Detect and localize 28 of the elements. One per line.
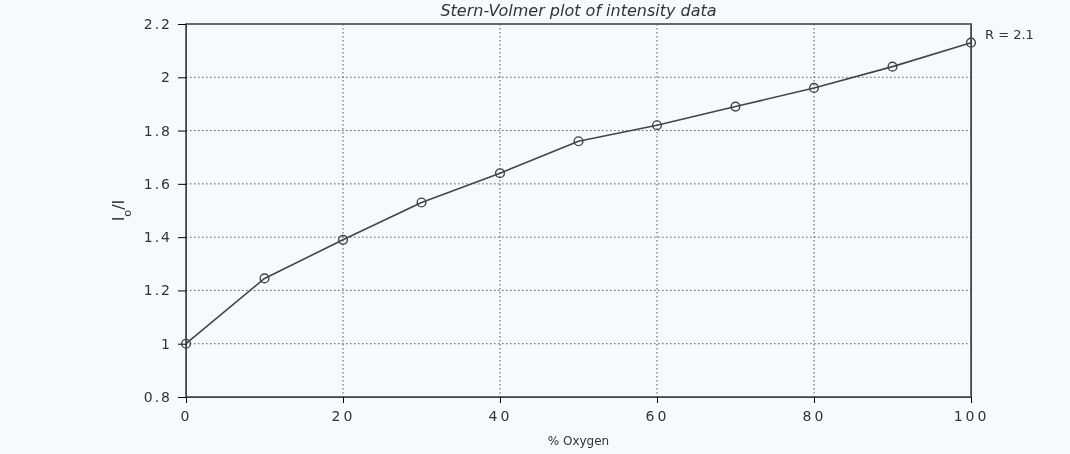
y-tick-label: 1.2 bbox=[143, 282, 172, 299]
x-tick-label: 60 bbox=[645, 407, 670, 424]
point bbox=[337, 234, 349, 245]
point bbox=[651, 120, 663, 131]
x-tick-label: 100 bbox=[953, 407, 990, 424]
point bbox=[573, 136, 584, 147]
point bbox=[494, 168, 506, 179]
point bbox=[180, 338, 192, 349]
y-tick-label: 2.2 bbox=[143, 15, 172, 32]
point bbox=[730, 101, 741, 112]
x-axis-title: % Oxygen bbox=[547, 434, 610, 448]
y-tick-label: 2 bbox=[161, 69, 172, 86]
y-tick-label: 1 bbox=[161, 335, 172, 352]
y-tick-label: 1.8 bbox=[143, 122, 172, 139]
point bbox=[416, 197, 427, 208]
chart-title: Stern-Volmer plot of intensity data bbox=[440, 1, 717, 20]
point bbox=[887, 61, 898, 72]
x-tick-label: 20 bbox=[331, 407, 356, 424]
y-tick-label: 1.4 bbox=[143, 229, 172, 246]
y-tick-label: 0.8 bbox=[143, 388, 172, 405]
x-tick-label: 40 bbox=[488, 407, 513, 424]
y-tick-label: 1.6 bbox=[143, 175, 172, 192]
point bbox=[259, 273, 270, 284]
x-tick-label: 80 bbox=[802, 407, 827, 424]
x-tick-label: 0 bbox=[180, 407, 193, 424]
annotation: R = 2.1 bbox=[985, 26, 1034, 42]
point bbox=[965, 37, 977, 48]
point bbox=[808, 82, 820, 93]
